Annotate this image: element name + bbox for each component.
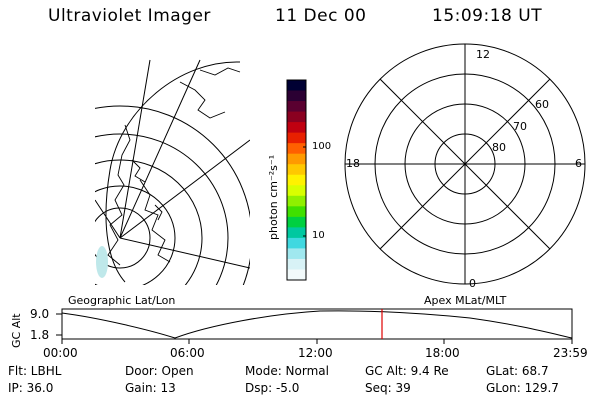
time-label: 15:09:18 UT: [432, 6, 543, 26]
colorbar-band: [287, 216, 306, 228]
info-door: Door: Open: [125, 364, 194, 378]
colorbar-band: [287, 206, 306, 218]
colorbar-band: [287, 132, 306, 144]
aurora-glow: [96, 246, 108, 278]
colorbar-band: [287, 258, 306, 270]
lat-label-60: 60: [535, 98, 549, 111]
polar-plot: [344, 43, 586, 285]
info-glon: GLon: 129.7: [486, 381, 559, 395]
altitude-plot-frame: [61, 308, 573, 340]
gc-alt-axis-title: GC Alt: [10, 313, 23, 348]
colorbar-band: [287, 269, 306, 281]
info-ip: IP: 36.0: [8, 381, 54, 395]
mlt-label-6: 6: [575, 157, 582, 170]
instrument-title: Ultraviolet Imager: [48, 6, 211, 26]
geographic-globe: [95, 59, 250, 285]
info-flt: Flt: LBHL: [8, 364, 62, 378]
info-seq: Seq: 39: [365, 381, 411, 395]
colorbar: [287, 80, 306, 281]
info-gain: Gain: 13: [125, 381, 176, 395]
colorbar-band: [287, 101, 306, 113]
mlt-label-12: 12: [476, 48, 490, 61]
lat-label-80: 80: [492, 141, 506, 154]
colorbar-band: [287, 143, 306, 155]
colorbar-unit: photon cm⁻²s⁻¹: [267, 154, 280, 240]
colorbar-band: [287, 80, 306, 92]
x-tick-0600: 06:00: [170, 346, 205, 360]
colorbar-band: [287, 90, 306, 102]
info-gc-alt: GC Alt: 9.4 Re: [365, 364, 449, 378]
lat-label-70: 70: [513, 120, 527, 133]
colorbar-band: [287, 227, 306, 239]
x-tick-0000: 00:00: [43, 346, 78, 360]
info-mode: Mode: Normal: [245, 364, 329, 378]
mlt-label-18: 18: [346, 157, 360, 170]
info-dsp: Dsp: -5.0: [245, 381, 300, 395]
x-tick-1800: 18:00: [425, 346, 460, 360]
colorbar-band: [287, 237, 306, 249]
info-glat: GLat: 68.7: [486, 364, 549, 378]
date-label: 11 Dec 00: [275, 6, 367, 26]
mlt-label-0: 0: [469, 277, 476, 290]
apex-caption: Apex MLat/MLT: [424, 294, 507, 307]
colorbar-band: [287, 248, 306, 260]
altitude-plot: [56, 308, 573, 344]
colorbar-band: [287, 111, 306, 123]
x-tick-1200: 12:00: [298, 346, 333, 360]
colorbar-tick-100: 100: [312, 141, 332, 152]
colorbar-band: [287, 153, 306, 165]
earth-limb: [105, 61, 241, 283]
geographic-caption: Geographic Lat/Lon: [68, 294, 176, 307]
y-tick-9: 9.0: [30, 307, 50, 321]
colorbar-band: [287, 122, 306, 134]
colorbar-band: [287, 164, 306, 176]
colorbar-band: [287, 185, 306, 197]
x-tick-2359: 23:59: [553, 346, 588, 360]
altitude-curve: [61, 310, 573, 339]
colorbar-band: [287, 195, 306, 207]
colorbar-frame: [286, 79, 307, 281]
y-tick-1-8: 1.8: [30, 328, 50, 342]
colorbar-band: [287, 174, 306, 186]
colorbar-tick-10: 10: [312, 230, 325, 241]
